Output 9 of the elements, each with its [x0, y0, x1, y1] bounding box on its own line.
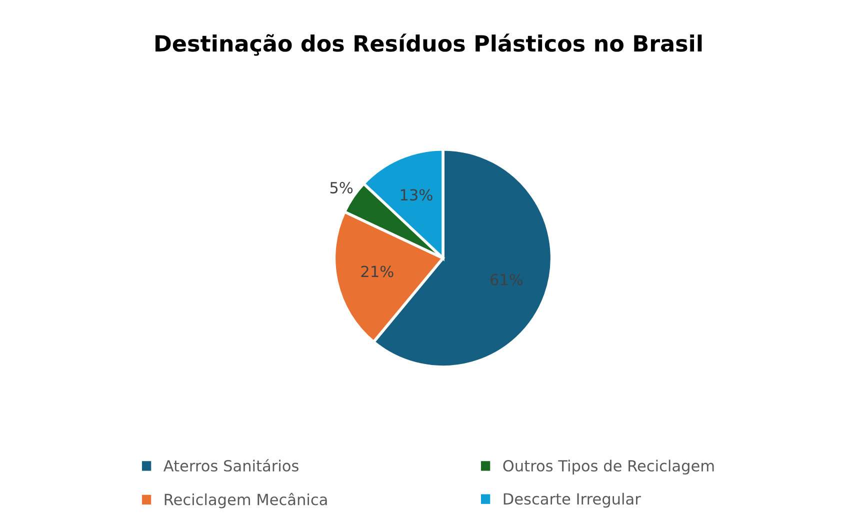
data-label: 13%	[400, 189, 432, 201]
legend-label: Outros Tipos de Reciclagem	[503, 460, 714, 475]
legend-label: Reciclagem Mecânica	[164, 492, 327, 508]
legend-label: Aterros Sanitários	[163, 459, 298, 472]
legend-label: Descarte Irregular	[504, 492, 641, 508]
data-label: 21%	[361, 266, 394, 278]
data-label: 61%	[490, 274, 523, 286]
data-label: 5%	[330, 182, 353, 194]
chart-title: Destinação dos Resíduos Plásticos no Brasil	[156, 34, 702, 56]
